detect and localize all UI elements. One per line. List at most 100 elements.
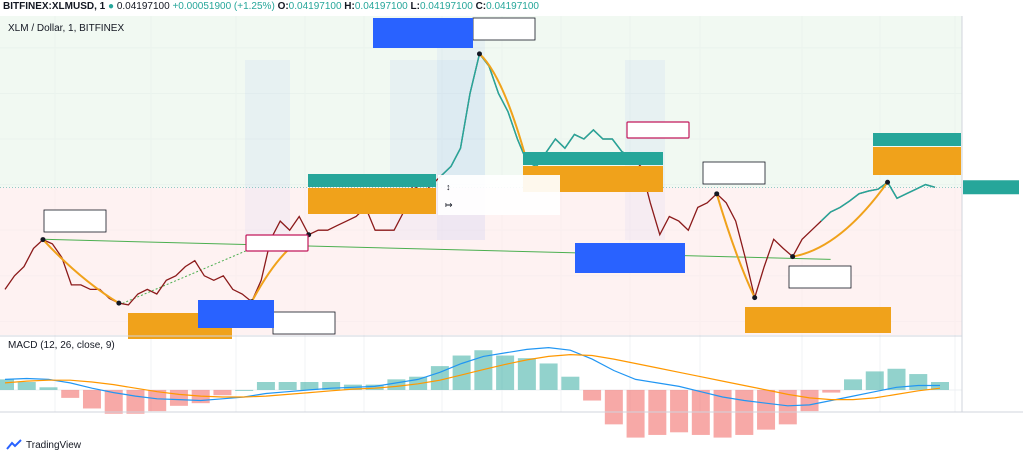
pivot-point [752, 295, 758, 301]
macd-title: MACD (12, 26, close, 9) [8, 340, 115, 351]
macd-histogram-bar [39, 387, 58, 390]
measure-box[interactable] [575, 243, 685, 273]
macd-histogram-bar [517, 358, 536, 390]
macd-line[interactable] [4, 346, 940, 407]
macd-histogram-bar [583, 389, 602, 401]
tradingview-logo-icon [6, 439, 22, 450]
pivot-point [40, 237, 46, 243]
macd-histogram-bar [126, 389, 145, 414]
macd-histogram-bar [235, 389, 254, 391]
symbol-dot-icon: ● [108, 1, 115, 12]
price-marker-box[interactable] [626, 121, 690, 139]
pivot-point [476, 51, 482, 57]
pivot-label[interactable] [788, 265, 852, 289]
pivot-label[interactable] [472, 17, 536, 41]
macd-histogram-bar [82, 389, 101, 409]
macd-histogram-bar [300, 382, 319, 390]
macd-histogram-bar [800, 389, 819, 412]
range-tooltip-bg [438, 175, 560, 215]
macd-histogram-bar [604, 389, 623, 425]
macd-histogram-bar [496, 355, 515, 390]
high-value: 0.04197100 [354, 1, 408, 12]
macd-histogram-bar [213, 389, 232, 396]
open-label: O: [277, 1, 289, 12]
macd-histogram-bar [256, 382, 275, 390]
pivot-point [714, 191, 720, 197]
macd-histogram-bar [278, 382, 297, 390]
macd-histogram-bar [430, 366, 449, 390]
pivot-point [116, 300, 122, 306]
last-price: 0.04197100 [116, 1, 170, 12]
pivot-label-box [272, 311, 336, 335]
price-change: +0.00051900 (+1.25%) [172, 1, 275, 12]
range-height-icon: ↕ [446, 182, 451, 192]
chart-title: XLM / Dollar, 1, BITFINEX [8, 23, 124, 34]
macd-histogram-bar [778, 389, 797, 425]
macd-histogram-bar [626, 389, 645, 438]
success-badge [523, 152, 663, 165]
open-value: 0.04197100 [288, 1, 342, 12]
pivot-label[interactable] [702, 161, 766, 185]
pivot-point [790, 254, 796, 260]
pivot-label[interactable] [43, 209, 107, 233]
macd-histogram-bar [104, 389, 123, 414]
measure-box[interactable] [373, 18, 473, 48]
move-arrow [792, 181, 889, 258]
price-line-segment[interactable] [820, 181, 936, 222]
pivot-label-box [43, 209, 107, 233]
macd-histogram-bar [670, 389, 689, 433]
measure-box-bg [745, 307, 891, 333]
macd-histogram-bar [865, 371, 884, 390]
macd-signal-line[interactable] [4, 353, 941, 401]
macd-histogram-bar [169, 389, 188, 406]
pivot-label-box [472, 17, 536, 41]
macd-histogram-bar [387, 379, 406, 390]
macd-histogram-bar [844, 379, 863, 390]
brand-name: TradingView [26, 439, 82, 451]
symbol-header: BITFINEX:XLMUSD, 1 ● 0.04197100 +0.00051… [0, 0, 1023, 14]
tradingview-brand[interactable]: TradingView [6, 437, 81, 453]
measure-box[interactable] [198, 300, 274, 328]
macd-histogram-bar [539, 363, 558, 390]
move-arrow [478, 53, 528, 163]
macd-histogram-bar [822, 389, 841, 393]
move-arrow [42, 238, 120, 304]
range-width-icon: ↦ [445, 200, 453, 210]
measure-box-bg [373, 18, 473, 48]
range-tooltip: ↕↦ [438, 175, 560, 215]
macd-histogram-bar [0, 379, 14, 390]
macd-histogram-bar [61, 389, 80, 398]
macd-histogram-bar [322, 382, 341, 390]
symbol-name[interactable]: BITFINEX:XLMUSD, 1 [3, 1, 106, 12]
high-label: H: [344, 1, 355, 12]
macd-histogram-bar [148, 389, 167, 412]
low-value: 0.04197100 [419, 1, 473, 12]
macd-histogram-bar [713, 389, 732, 438]
move-arrow [715, 193, 756, 299]
measure-box-bg [308, 188, 436, 214]
price-marker-box[interactable] [245, 234, 309, 252]
measure-box[interactable] [308, 174, 436, 214]
last-price-badge [963, 180, 1019, 195]
pivot-point [885, 179, 891, 185]
macd-histogram-bar [17, 382, 36, 390]
macd-histogram-bar [561, 376, 580, 390]
measure-box-bg [575, 243, 685, 273]
close-label: C: [475, 1, 487, 12]
measure-box-bg [198, 300, 274, 328]
measure-box-bg [873, 147, 961, 175]
pivot-label-box [788, 265, 852, 289]
trend-line [118, 247, 252, 306]
measure-box[interactable] [745, 307, 891, 333]
macd-histogram-bar [757, 389, 776, 430]
success-badge [308, 174, 436, 187]
macd-histogram-bar [452, 355, 471, 390]
pivot-label[interactable] [272, 311, 336, 335]
range-zone-green [0, 16, 962, 188]
low-label: L: [410, 1, 420, 12]
measure-box[interactable] [873, 133, 961, 175]
macd-histogram-bar [909, 374, 928, 390]
trend-line [42, 238, 831, 260]
close-value: 0.04197100 [486, 1, 539, 12]
